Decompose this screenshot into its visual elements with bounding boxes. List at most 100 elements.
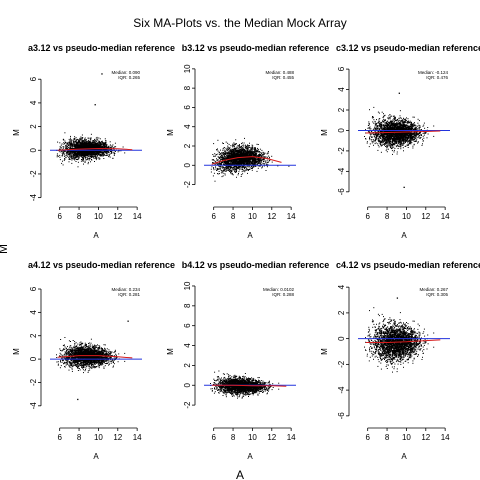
- data-point: [71, 159, 73, 161]
- data-point: [259, 159, 261, 161]
- data-point: [246, 163, 248, 165]
- data-point: [233, 151, 235, 153]
- data-point: [74, 154, 76, 156]
- data-point: [65, 144, 67, 146]
- data-point: [220, 157, 222, 159]
- data-point: [248, 161, 250, 163]
- data-point: [64, 158, 66, 159]
- data-point: [88, 153, 90, 155]
- data-point: [95, 151, 97, 153]
- data-point: [224, 170, 225, 172]
- data-point: [238, 166, 240, 168]
- data-point: [246, 166, 248, 168]
- data-point: [257, 151, 259, 153]
- data-point: [228, 143, 230, 145]
- data-point: [68, 142, 70, 144]
- data-point: [74, 146, 76, 148]
- data-point: [109, 153, 111, 155]
- data-point: [96, 157, 98, 159]
- data-point: [83, 159, 84, 161]
- data-point: [245, 150, 247, 152]
- data-point: [253, 163, 255, 165]
- data-point: [235, 170, 237, 172]
- data-point: [62, 154, 64, 156]
- data-point: [252, 155, 254, 157]
- data-point: [97, 138, 98, 140]
- data-point: [85, 146, 86, 148]
- data-point: [103, 149, 105, 150]
- data-point: [108, 145, 110, 147]
- data-point: [74, 136, 76, 138]
- data-point: [76, 156, 78, 158]
- data-point: [91, 140, 93, 142]
- data-point: [249, 161, 251, 163]
- data-point: [81, 153, 83, 155]
- data-point: [83, 158, 85, 159]
- figure-title: Six MA-Plots vs. the Median Mock Array: [133, 16, 346, 30]
- data-point: [215, 154, 217, 155]
- data-point: [222, 169, 224, 171]
- data-point: [252, 145, 254, 147]
- data-point: [77, 143, 79, 145]
- data-point: [224, 174, 226, 176]
- data-point: [84, 141, 86, 143]
- data-point: [83, 155, 84, 156]
- data-point: [238, 167, 239, 169]
- data-point: [263, 152, 265, 154]
- data-point: [90, 137, 92, 139]
- x-tick-label: 8: [77, 212, 82, 221]
- data-point: [86, 152, 88, 154]
- data-point: [85, 140, 87, 142]
- data-point: [232, 149, 234, 151]
- data-point: [102, 147, 104, 149]
- data-point: [79, 151, 81, 153]
- data-point: [255, 147, 256, 149]
- data-point: [251, 160, 253, 162]
- data-point: [95, 145, 97, 147]
- y-tick-label: 4: [29, 100, 38, 105]
- data-point: [78, 144, 80, 146]
- data-point: [250, 147, 252, 149]
- data-point: [245, 147, 247, 149]
- data-point: [65, 152, 67, 154]
- data-point: [72, 147, 74, 149]
- data-point: [78, 156, 80, 158]
- data-point: [75, 153, 77, 155]
- data-point: [93, 155, 95, 157]
- data-point: [229, 163, 231, 165]
- data-point: [80, 141, 82, 143]
- data-point: [65, 155, 67, 157]
- data-point: [271, 161, 273, 163]
- data-point: [86, 143, 87, 145]
- data-point: [96, 153, 97, 155]
- data-point: [100, 151, 102, 153]
- data-point: [235, 143, 237, 145]
- data-point: [221, 154, 223, 156]
- data-point: [87, 154, 89, 156]
- data-point: [244, 146, 246, 148]
- data-point: [65, 150, 67, 152]
- data-point: [69, 148, 71, 150]
- data-point: [92, 143, 94, 145]
- data-point: [82, 147, 84, 149]
- data-point: [67, 143, 69, 144]
- data-point: [77, 144, 79, 146]
- data-point: [89, 151, 91, 153]
- data-point: [89, 157, 91, 159]
- data-point: [92, 146, 94, 148]
- data-point: [103, 143, 105, 145]
- data-point: [71, 144, 73, 146]
- data-point: [96, 145, 98, 147]
- data-point: [236, 152, 238, 154]
- data-point: [109, 144, 111, 146]
- data-point: [74, 148, 76, 150]
- data-point: [83, 152, 85, 154]
- data-point: [83, 156, 85, 157]
- data-point: [86, 146, 88, 148]
- data-point: [84, 144, 86, 146]
- data-point: [262, 156, 264, 158]
- data-point: [102, 155, 104, 157]
- data-point: [83, 140, 85, 142]
- data-point: [95, 142, 97, 144]
- data-point: [251, 146, 253, 148]
